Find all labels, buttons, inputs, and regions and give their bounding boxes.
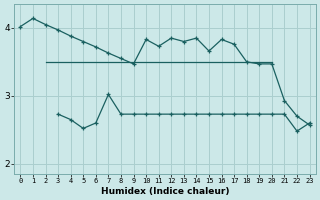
X-axis label: Humidex (Indice chaleur): Humidex (Indice chaleur) — [101, 187, 229, 196]
